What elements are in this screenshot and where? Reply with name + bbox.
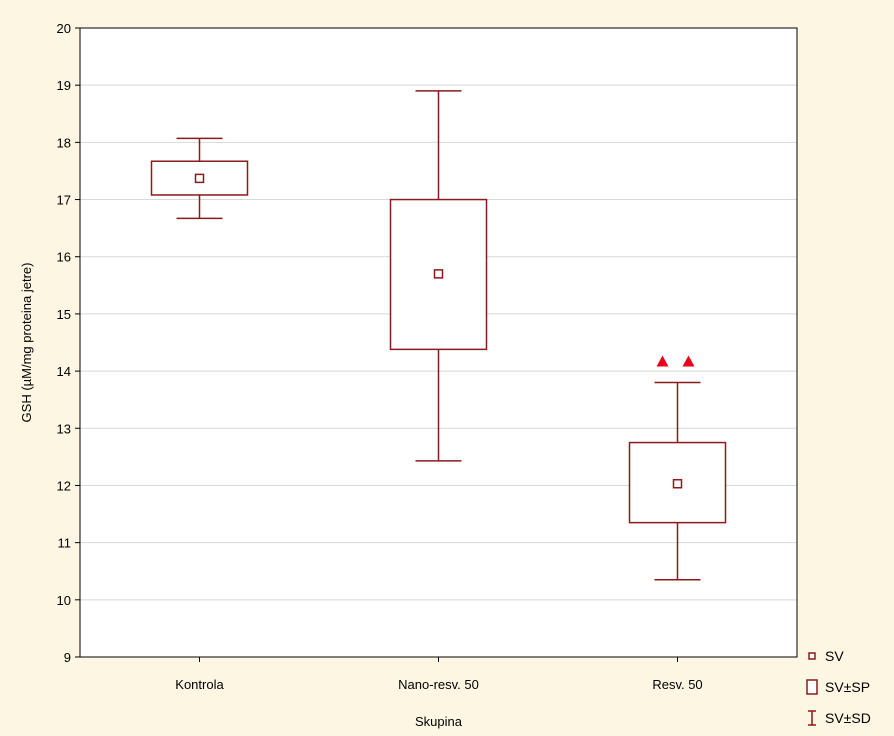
y-tick-label: 18 bbox=[57, 135, 71, 150]
mean-marker bbox=[194, 173, 205, 184]
y-tick-label: 20 bbox=[57, 21, 71, 36]
legend-mean-symbol bbox=[808, 652, 816, 660]
x-axis-title: Skupina bbox=[415, 714, 463, 729]
y-tick-label: 12 bbox=[57, 478, 71, 493]
y-tick-label: 9 bbox=[64, 650, 71, 665]
y-tick-label: 13 bbox=[57, 421, 71, 436]
mean-marker bbox=[433, 269, 444, 279]
mean-marker bbox=[672, 478, 683, 489]
legend-label: SV±SD bbox=[825, 710, 871, 726]
y-tick-label: 15 bbox=[57, 307, 71, 322]
y-tick-label: 14 bbox=[57, 364, 71, 379]
legend-box-symbol bbox=[806, 679, 818, 695]
x-tick-label: Nano-resv. 50 bbox=[398, 677, 479, 692]
y-tick-label: 11 bbox=[58, 536, 72, 551]
significance-triangle-marker bbox=[656, 355, 669, 367]
box bbox=[150, 160, 249, 196]
y-tick-label: 10 bbox=[57, 593, 71, 608]
y-axis-title: GSH (µM/mg proteina jetre) bbox=[19, 263, 34, 423]
x-tick-label: Resv. 50 bbox=[652, 677, 702, 692]
y-tick-label: 19 bbox=[57, 78, 71, 93]
y-tick-label: 17 bbox=[57, 193, 71, 208]
x-tick-label: Kontrola bbox=[175, 677, 224, 692]
legend-label: SV±SP bbox=[825, 679, 870, 695]
legend-label: SV bbox=[825, 648, 844, 664]
significance-triangle-marker bbox=[682, 355, 695, 367]
y-tick-label: 16 bbox=[57, 250, 71, 265]
